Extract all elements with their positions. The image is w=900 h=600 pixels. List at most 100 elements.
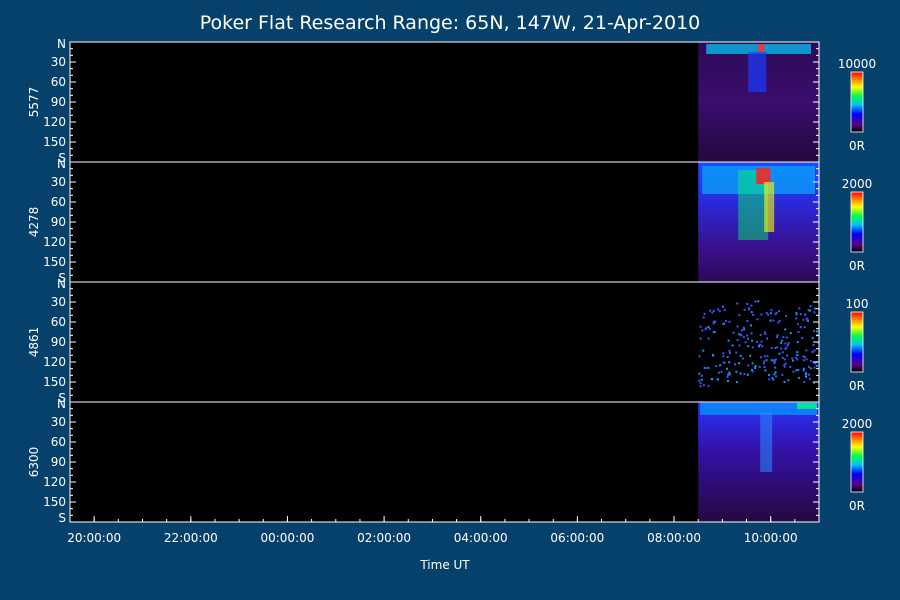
speckle: [809, 305, 812, 308]
y-tick-label: N: [57, 157, 66, 171]
y-tick-label: 30: [51, 175, 66, 189]
speckle: [770, 347, 773, 350]
speckle: [783, 365, 786, 368]
speckle: [795, 312, 798, 315]
colorbar-min-label: 0R: [849, 259, 865, 273]
speckle: [742, 357, 745, 360]
x-tick-label: 10:00:00: [744, 531, 798, 545]
y-tick-label: 120: [43, 475, 66, 489]
speckle: [751, 369, 753, 372]
speckle: [773, 362, 776, 364]
speckle: [797, 369, 800, 371]
y-tick-label: 90: [51, 335, 66, 349]
x-tick-label: 22:00:00: [164, 531, 218, 545]
speckle: [752, 313, 755, 316]
speckle: [726, 375, 729, 378]
speckle: [751, 346, 754, 349]
x-tick-label: 08:00:00: [647, 531, 701, 545]
speckle: [759, 343, 762, 346]
speckle: [735, 351, 738, 354]
panel-label: 6300: [27, 447, 41, 478]
speckle: [787, 344, 789, 347]
speckle: [738, 344, 741, 347]
colorbar: [850, 71, 864, 133]
speckle: [751, 370, 754, 373]
y-tick-label: S: [58, 391, 66, 405]
speckle: [809, 309, 811, 312]
speckle: [813, 366, 816, 369]
speckle: [759, 333, 762, 336]
speckle: [783, 358, 786, 361]
speckle: [763, 355, 766, 358]
speckle: [698, 372, 701, 375]
speckle: [739, 372, 742, 375]
speckle: [781, 373, 784, 376]
speckle: [777, 321, 780, 324]
speckle: [796, 354, 799, 356]
speckle: [746, 334, 749, 337]
speckle: [714, 320, 717, 323]
speckle: [772, 319, 775, 322]
speckle: [750, 324, 752, 327]
speckle: [796, 358, 799, 361]
panel-4278: N 30 60 90 120 150 S 4278 2000 0R: [27, 157, 872, 285]
speckle: [811, 337, 814, 340]
speckle: [722, 352, 725, 355]
speckle: [772, 359, 775, 362]
speckle: [805, 358, 808, 361]
aurora-band: [700, 403, 817, 415]
speckle: [792, 370, 795, 373]
speckle: [802, 367, 805, 370]
y-tick-label: S: [58, 151, 66, 165]
panel-4861: N 30 60 90 120 150 S 4861 100 0R: [27, 277, 868, 405]
y-tick-label: 60: [51, 315, 66, 329]
speckle: [764, 331, 766, 334]
speckle: [807, 309, 810, 312]
speckle: [759, 356, 762, 359]
speckle: [712, 322, 715, 325]
speckle: [719, 364, 722, 367]
speckle: [739, 355, 742, 357]
x-tick-label: 00:00:00: [260, 531, 314, 545]
speckle: [770, 309, 773, 312]
speckle: [784, 362, 787, 365]
speckle: [795, 356, 797, 359]
speckle: [700, 374, 703, 377]
speckle: [811, 351, 814, 353]
panel-label: 4278: [27, 207, 41, 238]
speckle: [805, 372, 807, 375]
speckle: [707, 384, 710, 387]
speckle: [750, 304, 753, 307]
speckle: [813, 349, 816, 352]
speckle: [728, 320, 731, 323]
speckle: [774, 313, 777, 316]
speckle: [784, 328, 787, 331]
speckle: [771, 377, 774, 379]
speckle: [728, 373, 731, 376]
speckle: [721, 305, 724, 308]
y-tick-label: 90: [51, 455, 66, 469]
y-tick-label: 90: [51, 95, 66, 109]
colorbar-max-label: 10000: [838, 57, 876, 71]
speckle: [743, 308, 746, 311]
speckle: [813, 311, 816, 314]
speckle: [802, 318, 805, 321]
speckle: [702, 316, 705, 319]
speckle: [807, 365, 810, 368]
speckle: [780, 342, 783, 345]
speckle: [812, 344, 815, 346]
speckle: [784, 348, 787, 350]
aurora-peak: [797, 403, 817, 409]
speckle: [710, 378, 713, 380]
plot-background: [70, 42, 819, 162]
speckle: [764, 332, 767, 335]
x-tick-label: 04:00:00: [454, 531, 508, 545]
speckle: [789, 332, 792, 335]
speckle: [778, 319, 781, 322]
speckle: [809, 367, 812, 370]
speckle: [773, 373, 776, 376]
speckle: [797, 376, 800, 379]
y-tick-label: 60: [51, 435, 66, 449]
speckle: [757, 300, 760, 303]
